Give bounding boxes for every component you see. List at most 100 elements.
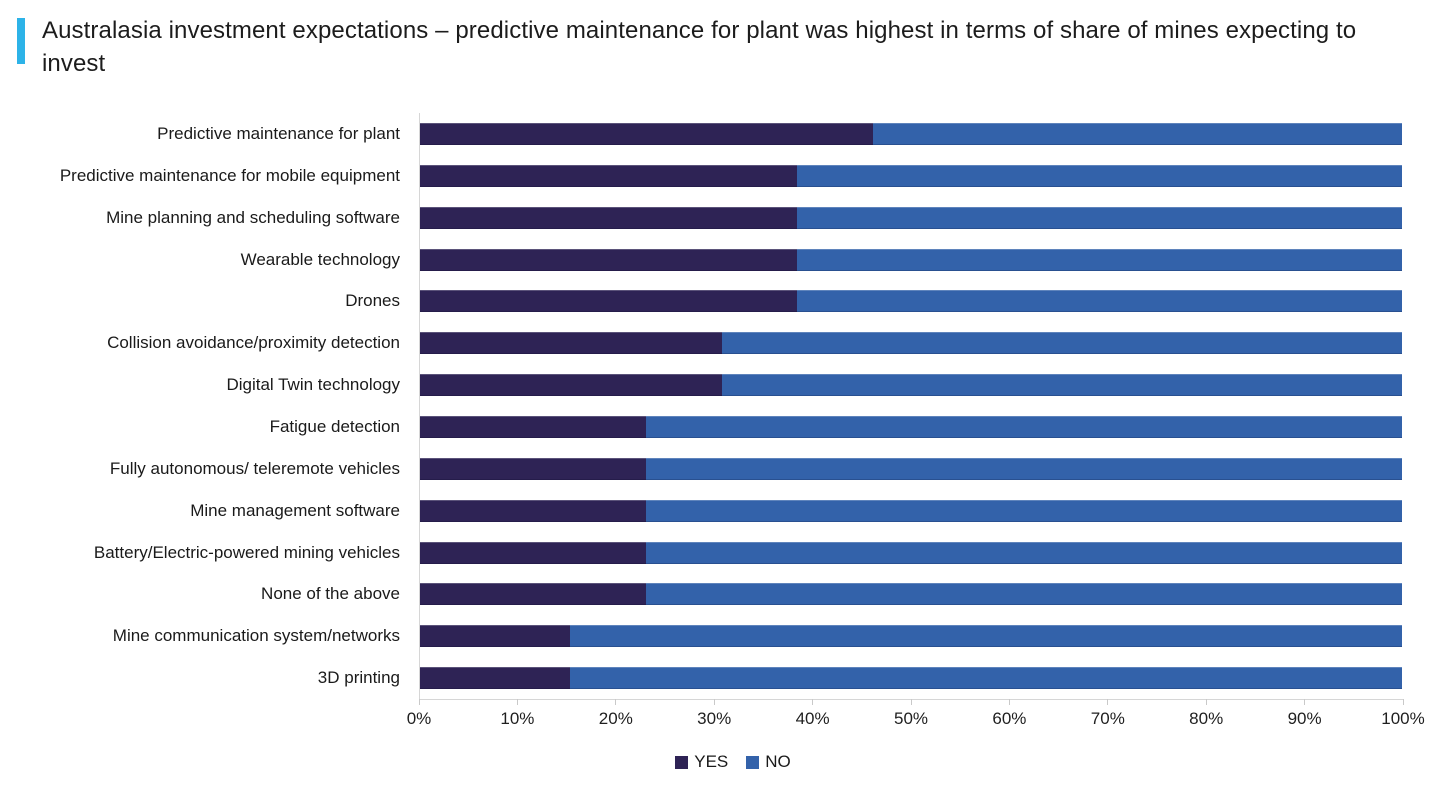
title-accent-bar — [17, 18, 25, 64]
x-tick-label: 60% — [992, 709, 1027, 728]
chart-row: Digital Twin technology — [0, 364, 1440, 406]
chart-row: Collision avoidance/proximity detection — [0, 322, 1440, 364]
chart-row: Fully autonomous/ teleremote vehicles — [0, 448, 1440, 490]
x-tick-label: 40% — [795, 709, 830, 728]
x-tick-label: 0% — [406, 709, 432, 728]
category-label: Digital Twin technology — [226, 375, 400, 395]
bar-track — [419, 290, 1402, 313]
bar-segment-yes — [419, 122, 874, 145]
x-tick-label: 10% — [500, 709, 535, 728]
bar-segment-yes — [419, 583, 647, 606]
bar-track — [419, 332, 1402, 355]
category-label: Drones — [345, 291, 400, 311]
bar-segment-no — [797, 206, 1402, 229]
bar-segment-yes — [419, 415, 647, 438]
chart-row: None of the above — [0, 573, 1440, 615]
legend-item-yes: YES — [675, 752, 728, 772]
x-tick-label: 80% — [1189, 709, 1224, 728]
bar-segment-no — [646, 457, 1402, 480]
bar-track — [419, 248, 1402, 271]
bar-segment-no — [570, 625, 1402, 648]
x-tick-mark — [1107, 699, 1109, 705]
bar-track — [419, 122, 1402, 145]
chart-row: Mine management software — [0, 490, 1440, 532]
legend-item-no: NO — [746, 752, 791, 772]
chart-row: Drones — [0, 280, 1440, 322]
x-tick-mark — [910, 699, 912, 705]
stacked-bar-chart: Predictive maintenance for plant Predicti… — [0, 113, 1440, 728]
category-label: Mine management software — [190, 500, 400, 520]
bar-segment-yes — [419, 332, 722, 355]
bar-track — [419, 415, 1402, 438]
category-label: Mine planning and scheduling software — [106, 207, 400, 227]
bar-track — [419, 206, 1402, 229]
category-label: 3D printing — [317, 668, 400, 688]
bar-segment-yes — [419, 290, 798, 313]
bar-segment-yes — [419, 499, 647, 522]
bar-segment-yes — [419, 541, 647, 564]
category-label: Battery/Electric-powered mining vehicles — [93, 542, 400, 562]
bar-segment-yes — [419, 457, 647, 480]
bar-segment-yes — [419, 625, 571, 648]
category-label: Wearable technology — [240, 249, 400, 269]
x-tick-mark — [516, 699, 518, 705]
chart-row: Predictive maintenance for plant — [0, 113, 1440, 155]
chart-row: Fatigue detection — [0, 406, 1440, 448]
bar-track — [419, 164, 1402, 187]
chart-title: Australasia investment expectations – pr… — [42, 17, 1357, 77]
bar-segment-yes — [419, 248, 798, 271]
x-tick-mark — [1205, 699, 1207, 705]
bar-segment-no — [873, 122, 1402, 145]
bar-track — [419, 457, 1402, 480]
x-tick-mark — [1008, 699, 1010, 705]
chart-row: Battery/Electric-powered mining vehicles — [0, 532, 1440, 574]
bar-track — [419, 583, 1402, 606]
x-tick-label: 100% — [1381, 709, 1425, 728]
x-tick-label: 90% — [1287, 709, 1322, 728]
x-tick-mark — [615, 699, 617, 705]
chart-row: Predictive maintenance for mobile equipm… — [0, 155, 1440, 197]
bar-segment-no — [570, 667, 1402, 690]
bar-segment-no — [721, 332, 1402, 355]
chart-rows: Predictive maintenance for plant Predicti… — [0, 113, 1440, 699]
chart-legend: YES NO — [0, 752, 1440, 772]
bar-segment-no — [646, 499, 1402, 522]
bar-segment-yes — [419, 667, 571, 690]
bar-segment-no — [797, 248, 1402, 271]
category-label: Predictive maintenance for mobile equipm… — [59, 165, 400, 185]
category-label: Fatigue detection — [269, 416, 400, 436]
chart-row: Mine planning and scheduling software — [0, 197, 1440, 239]
x-axis: 0% 10% 20% 30% 40% 50% 60% 70% 80% 90% 100% — [407, 699, 1425, 739]
bar-segment-no — [646, 583, 1402, 606]
legend-swatch-no — [746, 755, 760, 769]
x-tick-mark — [418, 699, 420, 705]
title-block: Australasia investment expectations – pr… — [17, 14, 1414, 80]
chart-row: Mine communication system/networks — [0, 615, 1440, 657]
category-label: None of the above — [261, 584, 400, 604]
bar-track — [419, 499, 1402, 522]
bar-segment-yes — [419, 374, 722, 397]
chart-row: Wearable technology — [0, 239, 1440, 281]
x-tick-label: 70% — [1090, 709, 1125, 728]
x-tick-label: 20% — [598, 709, 633, 728]
chart-row: 3D printing — [0, 657, 1440, 699]
y-axis-line — [419, 113, 420, 699]
category-label: Predictive maintenance for plant — [157, 123, 400, 143]
legend-swatch-yes — [675, 755, 689, 769]
x-tick-label: 30% — [697, 709, 732, 728]
bar-track — [419, 541, 1402, 564]
bar-track — [419, 374, 1402, 397]
bar-track — [419, 667, 1402, 690]
bar-segment-yes — [419, 206, 798, 229]
category-label: Collision avoidance/proximity detection — [107, 333, 400, 353]
bar-segment-no — [646, 415, 1402, 438]
legend-label: NO — [765, 752, 791, 771]
bar-segment-no — [646, 541, 1402, 564]
bar-segment-no — [797, 290, 1402, 313]
x-tick-mark — [1402, 699, 1404, 705]
legend-label: YES — [694, 752, 729, 771]
bar-segment-yes — [419, 164, 798, 187]
bar-track — [419, 625, 1402, 648]
category-label: Fully autonomous/ teleremote vehicles — [109, 458, 400, 478]
x-tick-mark — [1304, 699, 1306, 705]
